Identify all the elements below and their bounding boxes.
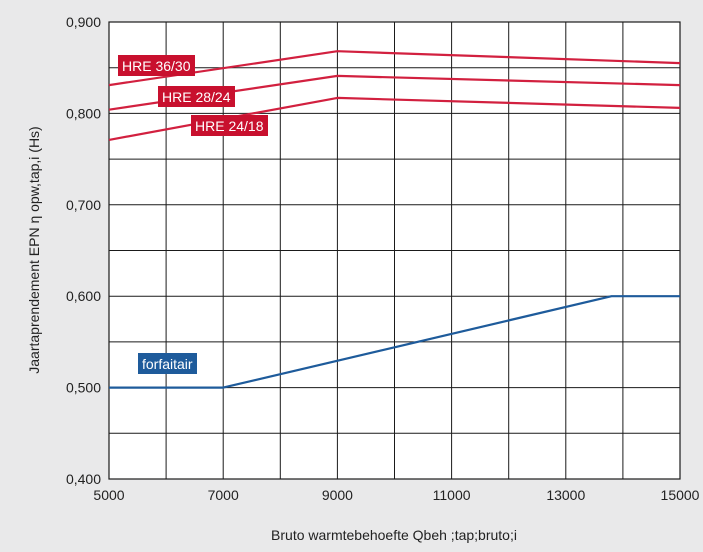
x-tick-label: 15000	[661, 487, 700, 503]
x-tick-label: 11000	[433, 487, 471, 503]
series-label-box	[138, 353, 197, 374]
series-label-forfaitair: forfaitair	[138, 353, 197, 374]
series-labels: HRE 36/30 HRE 28/24 HRE 24/18 forfaitair	[118, 55, 268, 374]
y-tick-label: 0,400	[66, 471, 101, 487]
series-line-hre-24-18	[108, 96, 681, 141]
series-label-text: forfaitair	[142, 356, 193, 372]
series-label-box	[191, 115, 268, 136]
y-axis-label: Jaartaprendement EPN η opw,tap,i (Hs)	[26, 126, 42, 373]
y-tick-label: 0,700	[66, 197, 101, 213]
x-axis-label: Bruto warmtebehoefte Qbeh ;tap;bruto;i	[271, 527, 517, 543]
y-tick-label: 0,600	[66, 288, 101, 304]
x-tick-label: 9000	[322, 487, 353, 503]
series-label-hre-36-30: HRE 36/30	[118, 55, 195, 76]
plot-frame	[108, 21, 681, 480]
tick-labels: 5000 7000 9000 11000 13000 15000 0,400 0,500 0,6…	[66, 14, 700, 503]
series-label-hre-24-18: HRE 24/18	[191, 115, 268, 136]
series-label-text: HRE 28/24	[162, 89, 231, 105]
y-tick-label: 0,500	[66, 380, 101, 396]
series-label-text: HRE 24/18	[195, 118, 264, 134]
y-tick-label: 0,800	[66, 105, 101, 121]
x-tick-label: 7000	[208, 487, 239, 503]
series-label-text: HRE 36/30	[122, 58, 191, 74]
x-tick-label: 5000	[93, 487, 124, 503]
series-label-hre-28-24: HRE 28/24	[158, 86, 235, 107]
series-label-box	[118, 55, 195, 76]
x-tick-label: 13000	[546, 487, 585, 503]
y-tick-label: 0,900	[66, 14, 101, 30]
series-label-box	[158, 86, 235, 107]
series-line-forfaitair	[109, 295, 680, 389]
